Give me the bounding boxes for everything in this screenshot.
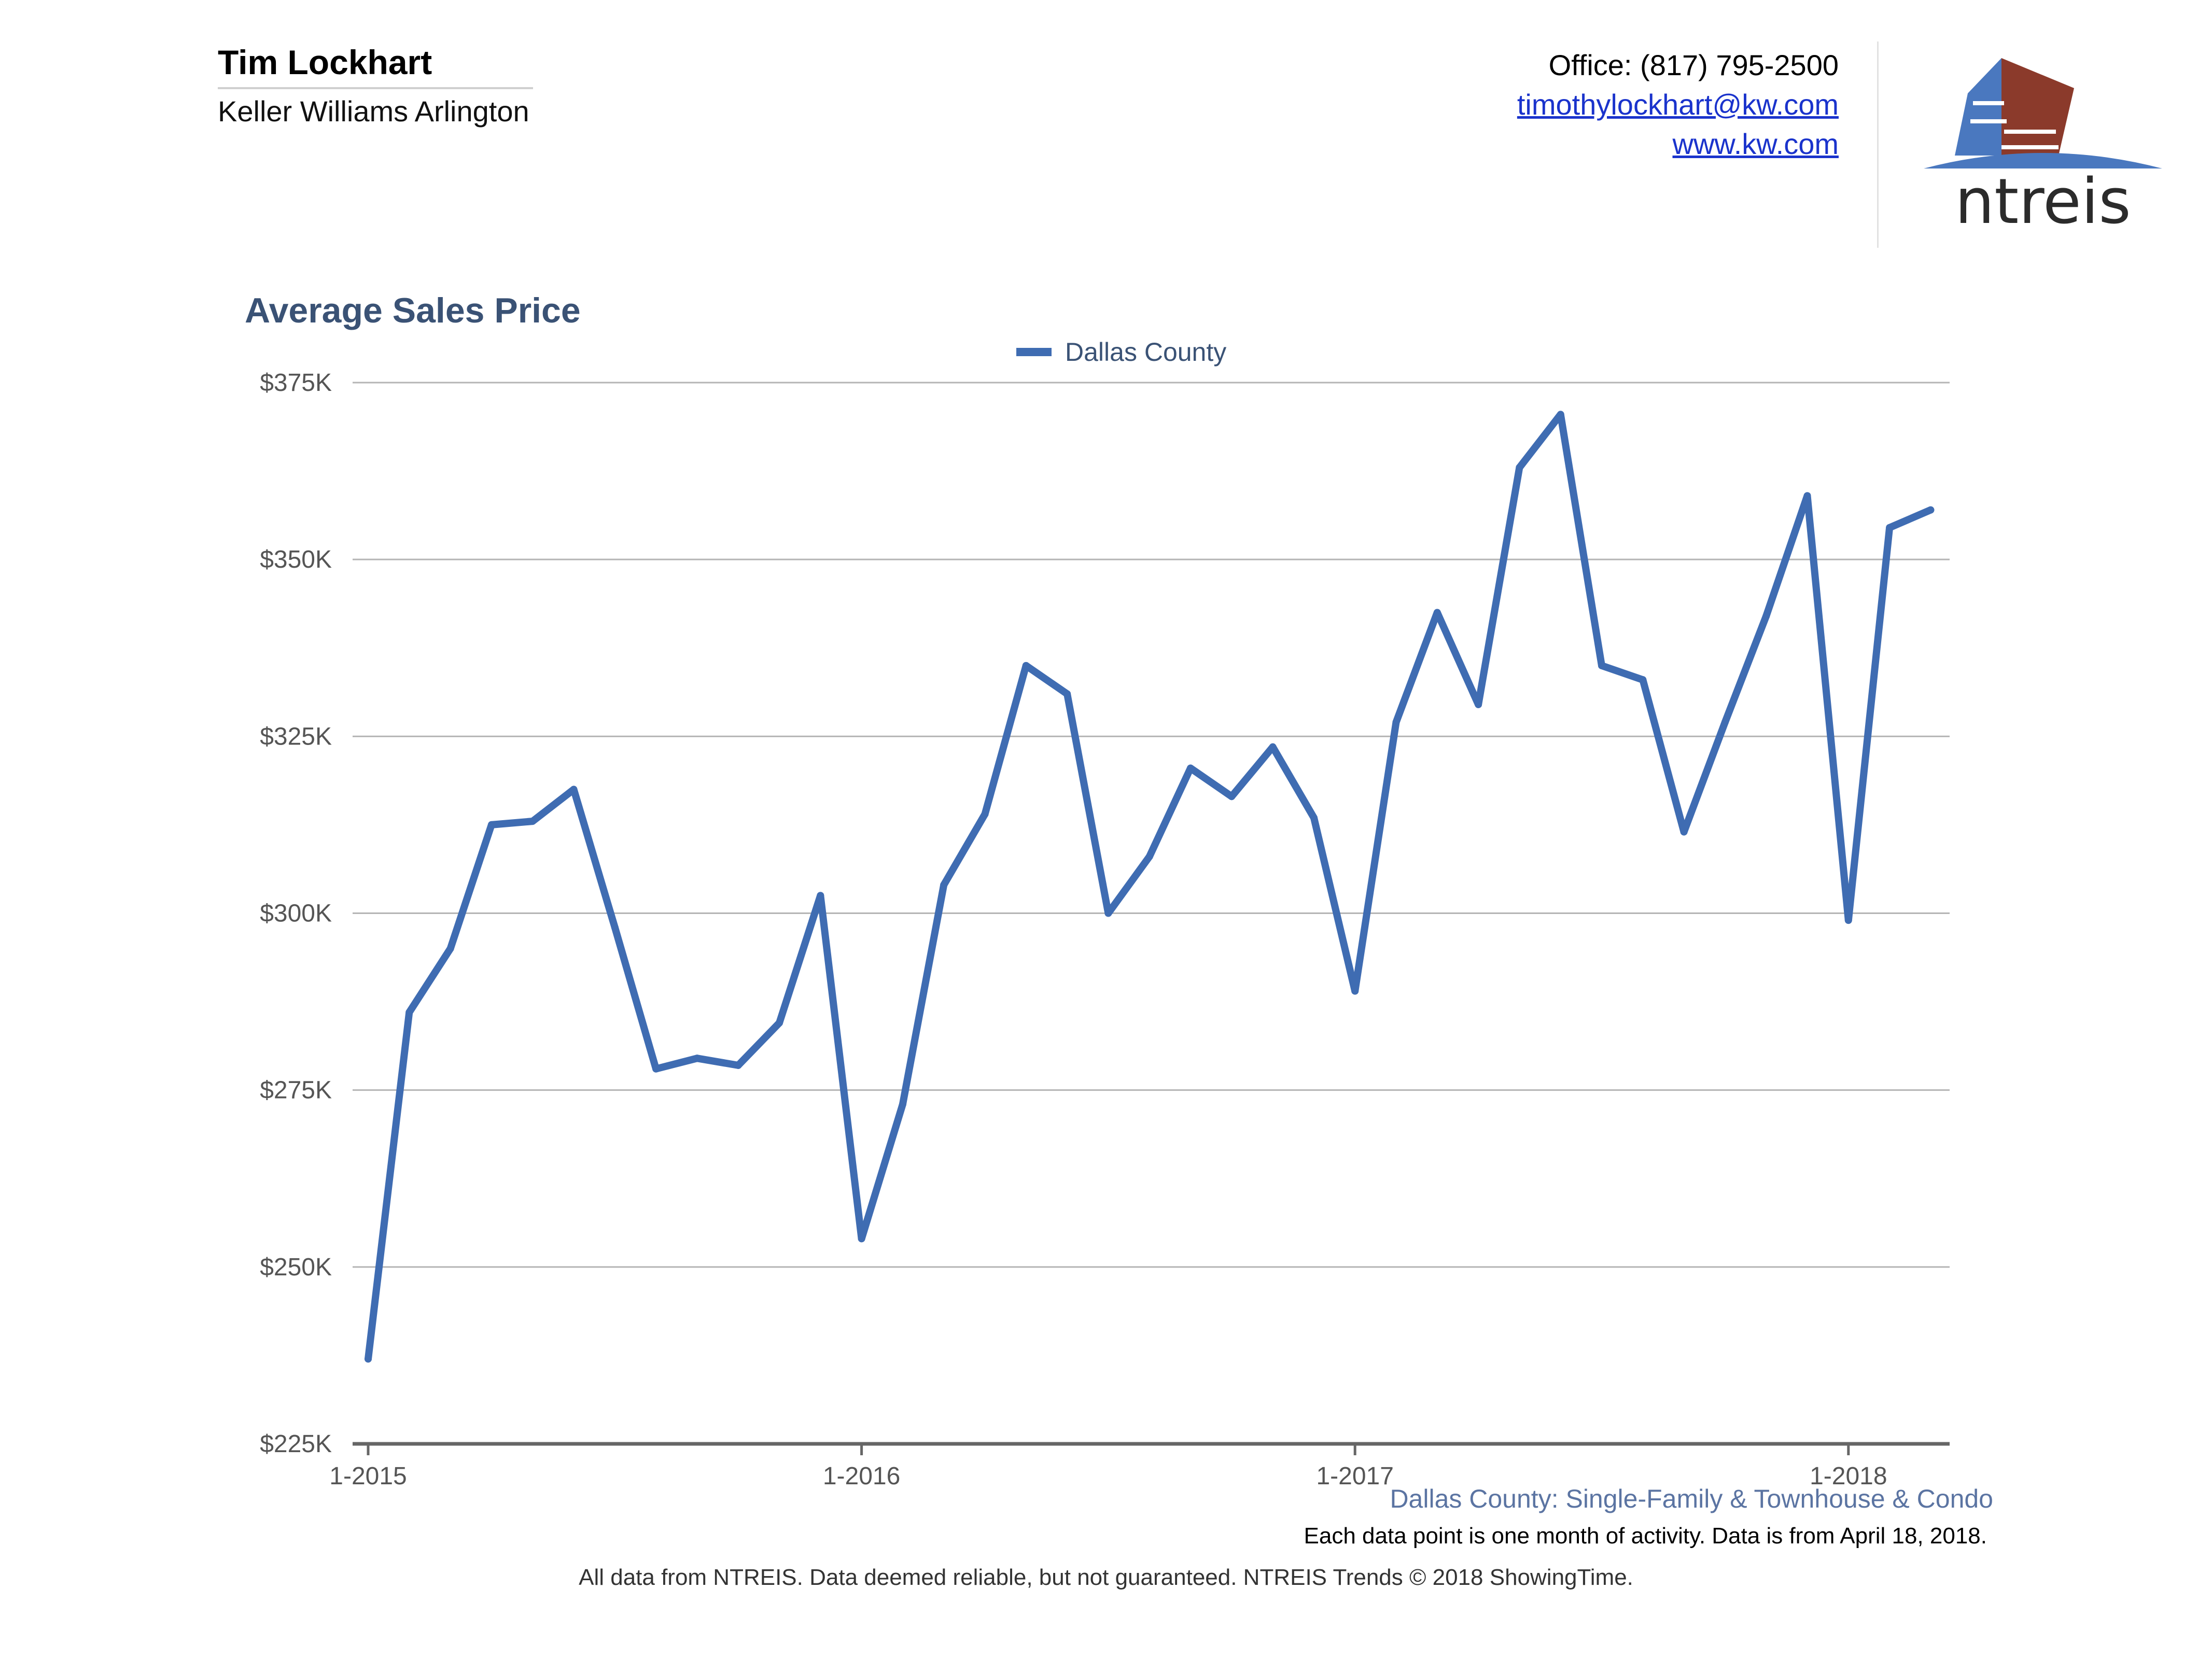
svg-text:ntreis: ntreis [1955,166,2131,238]
data-point [858,1235,865,1243]
data-point [1022,662,1030,669]
data-point [1598,662,1605,669]
data-point [899,1100,906,1108]
chart-title: Average Sales Price [245,291,581,330]
data-point [1433,609,1441,616]
ntreis-logo: ntreis [1924,58,2162,238]
data-point [1063,690,1071,698]
data-point [1187,764,1194,772]
data-point [1269,743,1277,751]
data-point [570,785,578,793]
data-point [693,1055,701,1062]
data-point [1475,700,1482,708]
data-point [446,945,454,952]
legend-swatch-dallas-county [1016,348,1052,356]
y-tick-label: $225K [260,1430,332,1458]
data-point [1228,793,1236,800]
agent-divider [218,87,533,89]
series-description: Dallas County: Single-Family & Townhouse… [1390,1484,1993,1513]
agent-company: Keller Williams Arlington [218,95,529,128]
y-tick-label: $350K [260,546,332,573]
data-point [1886,524,1894,531]
data-point [1680,828,1688,836]
x-tick-label: 1-2017 [1316,1463,1393,1490]
data-point [1844,917,1852,924]
data-note: Each data point is one month of activity… [1304,1523,1987,1549]
data-point [1721,719,1729,726]
data-point [487,821,495,828]
disclaimer: All data from NTREIS. Data deemed reliab… [579,1565,1633,1590]
y-tick-label: $275K [260,1077,332,1104]
data-point [1145,853,1153,861]
data-point [1516,463,1523,471]
y-tick-label: $300K [260,900,332,927]
data-point [1351,987,1359,995]
website-link[interactable]: www.kw.com [1672,128,1839,160]
contact-block: Office: (817) 795-2500 timothylockhart@k… [1517,46,1839,164]
x-tick-label: 1-2018 [1810,1463,1887,1490]
header-divider [1877,41,1879,248]
data-point [1557,411,1564,418]
data-point [1927,506,1935,514]
x-tick-label: 1-2016 [823,1463,900,1490]
data-point [776,1019,783,1027]
data-point [734,1061,742,1069]
data-point [1104,909,1112,917]
y-tick-label: $325K [260,723,332,750]
office-phone: Office: (817) 795-2500 [1548,49,1839,81]
data-point [1639,676,1647,684]
data-point [1392,719,1400,726]
chart-legend: Dallas County [1016,337,1226,367]
data-point [652,1065,660,1073]
email-link[interactable]: timothylockhart@kw.com [1517,88,1839,121]
data-point [405,1008,413,1016]
data-point [981,810,989,818]
y-tick-label: $250K [260,1254,332,1281]
data-point [940,881,948,889]
data-point [611,923,619,931]
data-point [1762,612,1770,620]
series-line-dallas-county [365,411,1935,1363]
data-point [817,892,824,899]
data-point [365,1355,372,1363]
data-point [529,818,537,825]
legend-label-dallas-county: Dallas County [1065,338,1227,367]
y-tick-label: $375K [260,369,332,397]
agent-name: Tim Lockhart [218,43,432,81]
data-point [1310,814,1318,822]
data-point [1803,492,1811,500]
x-tick-label: 1-2015 [329,1463,407,1490]
